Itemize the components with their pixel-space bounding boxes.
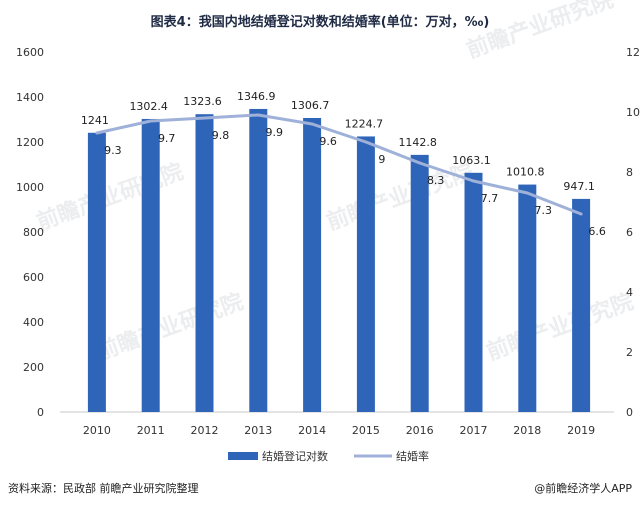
x-tick-label: 2010 (83, 424, 111, 437)
bar-series: 1241 1302.4 1323.6 1346.9 1306.7 1224.7 1142.8… (81, 90, 595, 413)
right-tick-label: 4 (626, 286, 633, 299)
rate-value-label: 8.3 (427, 174, 445, 187)
left-tick-label: 1600 (16, 46, 44, 59)
bar (141, 118, 160, 413)
right-tick-label: 2 (626, 346, 633, 359)
bar (87, 132, 106, 412)
rate-value-label: 7.7 (481, 192, 499, 205)
bar (356, 136, 375, 412)
rate-point (149, 119, 153, 123)
watermark-text: 前瞻产业研究院 (463, 0, 617, 64)
watermark-text: 前瞻产业研究院 (483, 289, 637, 366)
rate-value-label: 9.6 (319, 135, 337, 148)
rate-point (310, 122, 314, 126)
legend: 结婚登记对数 结婚率 (228, 449, 429, 463)
rate-value-label: 9.9 (266, 126, 284, 139)
rate-value-label: 9.3 (104, 144, 122, 157)
bar-value-label: 1346.9 (237, 90, 276, 103)
left-tick-label: 1400 (16, 91, 44, 104)
bar-value-label: 1302.4 (129, 100, 168, 113)
bar-value-label: 1241 (81, 114, 109, 127)
rate-value-label: 9.7 (158, 132, 176, 145)
watermark-text: 前瞻产业研究院 (93, 289, 247, 366)
left-tick-label: 800 (23, 226, 44, 239)
bar (518, 184, 537, 412)
right-tick-label: 10 (626, 106, 640, 119)
rate-line (96, 113, 582, 216)
bar-value-label: 1323.6 (183, 95, 222, 108)
bar (195, 114, 214, 412)
watermark-layer: 前瞻产业研究院 前瞻产业研究院 前瞻产业研究院 前瞻产业研究院 前瞻产业研究院 (33, 0, 637, 366)
left-tick-label: 1200 (16, 136, 44, 149)
x-axis: 2010 2011 2012 2013 2014 2015 2016 2017 2018 2019 (83, 424, 595, 437)
bar (249, 108, 268, 412)
x-tick-label: 2017 (460, 424, 488, 437)
right-tick-label: 8 (626, 166, 633, 179)
left-axis: 0 200 400 600 800 1000 1200 1400 1600 (16, 46, 44, 419)
left-tick-label: 1000 (16, 181, 44, 194)
brand-credit: @前瞻经济学人APP (534, 481, 632, 495)
bar (410, 154, 429, 412)
rate-value-label: 9 (378, 153, 385, 166)
left-tick-label: 600 (23, 271, 44, 284)
rate-point (364, 140, 368, 144)
x-tick-label: 2014 (298, 424, 326, 437)
rate-value-label: 7.3 (535, 204, 553, 217)
right-axis: 0 2 4 6 8 10 12 (626, 46, 640, 419)
bar (303, 117, 322, 413)
watermark-text: 前瞻产业研究院 (323, 159, 477, 236)
rate-point (256, 113, 260, 117)
bar-value-label: 1010.8 (506, 166, 545, 179)
right-tick-label: 6 (626, 226, 633, 239)
bar-value-label: 1224.7 (345, 117, 384, 130)
rate-line-series: 9.3 9.7 9.8 9.9 9.6 9 8.3 7.7 7.3 6.6 (95, 113, 606, 238)
left-tick-label: 0 (37, 406, 44, 419)
bar (572, 198, 591, 412)
bar-value-label: 1306.7 (291, 99, 330, 112)
rate-point (203, 116, 206, 120)
legend-line-label: 结婚率 (396, 449, 429, 463)
watermark-text: 前瞻产业研究院 (33, 159, 187, 236)
x-tick-label: 2013 (244, 424, 272, 437)
x-tick-label: 2018 (513, 424, 541, 437)
right-tick-label: 0 (626, 406, 633, 419)
bar-value-label: 1142.8 (398, 136, 437, 149)
x-tick-label: 2012 (191, 424, 219, 437)
rate-point (95, 131, 99, 135)
chart-title: 图表4：我国内地结婚登记对数和结婚率(单位：万对，‰) (151, 14, 490, 30)
bar-value-label: 1063.1 (452, 154, 491, 167)
rate-point (472, 179, 475, 183)
x-tick-label: 2011 (137, 424, 165, 437)
x-tick-label: 2015 (352, 424, 380, 437)
x-tick-label: 2019 (567, 424, 595, 437)
rate-point (579, 212, 583, 216)
rate-value-label: 6.6 (588, 225, 606, 238)
rate-point (418, 161, 422, 165)
rate-point (525, 191, 529, 195)
bar-value-label: 947.1 (563, 180, 595, 193)
bar (464, 172, 483, 412)
source-note: 资料来源：民政部 前瞻产业研究院整理 (8, 481, 199, 495)
legend-bar-label: 结婚登记对数 (262, 449, 328, 463)
right-tick-label: 12 (626, 46, 640, 59)
left-tick-label: 400 (23, 316, 44, 329)
left-tick-label: 200 (23, 361, 44, 374)
x-tick-label: 2016 (406, 424, 434, 437)
legend-bar-swatch (228, 452, 258, 460)
rate-value-label: 9.8 (212, 129, 230, 142)
